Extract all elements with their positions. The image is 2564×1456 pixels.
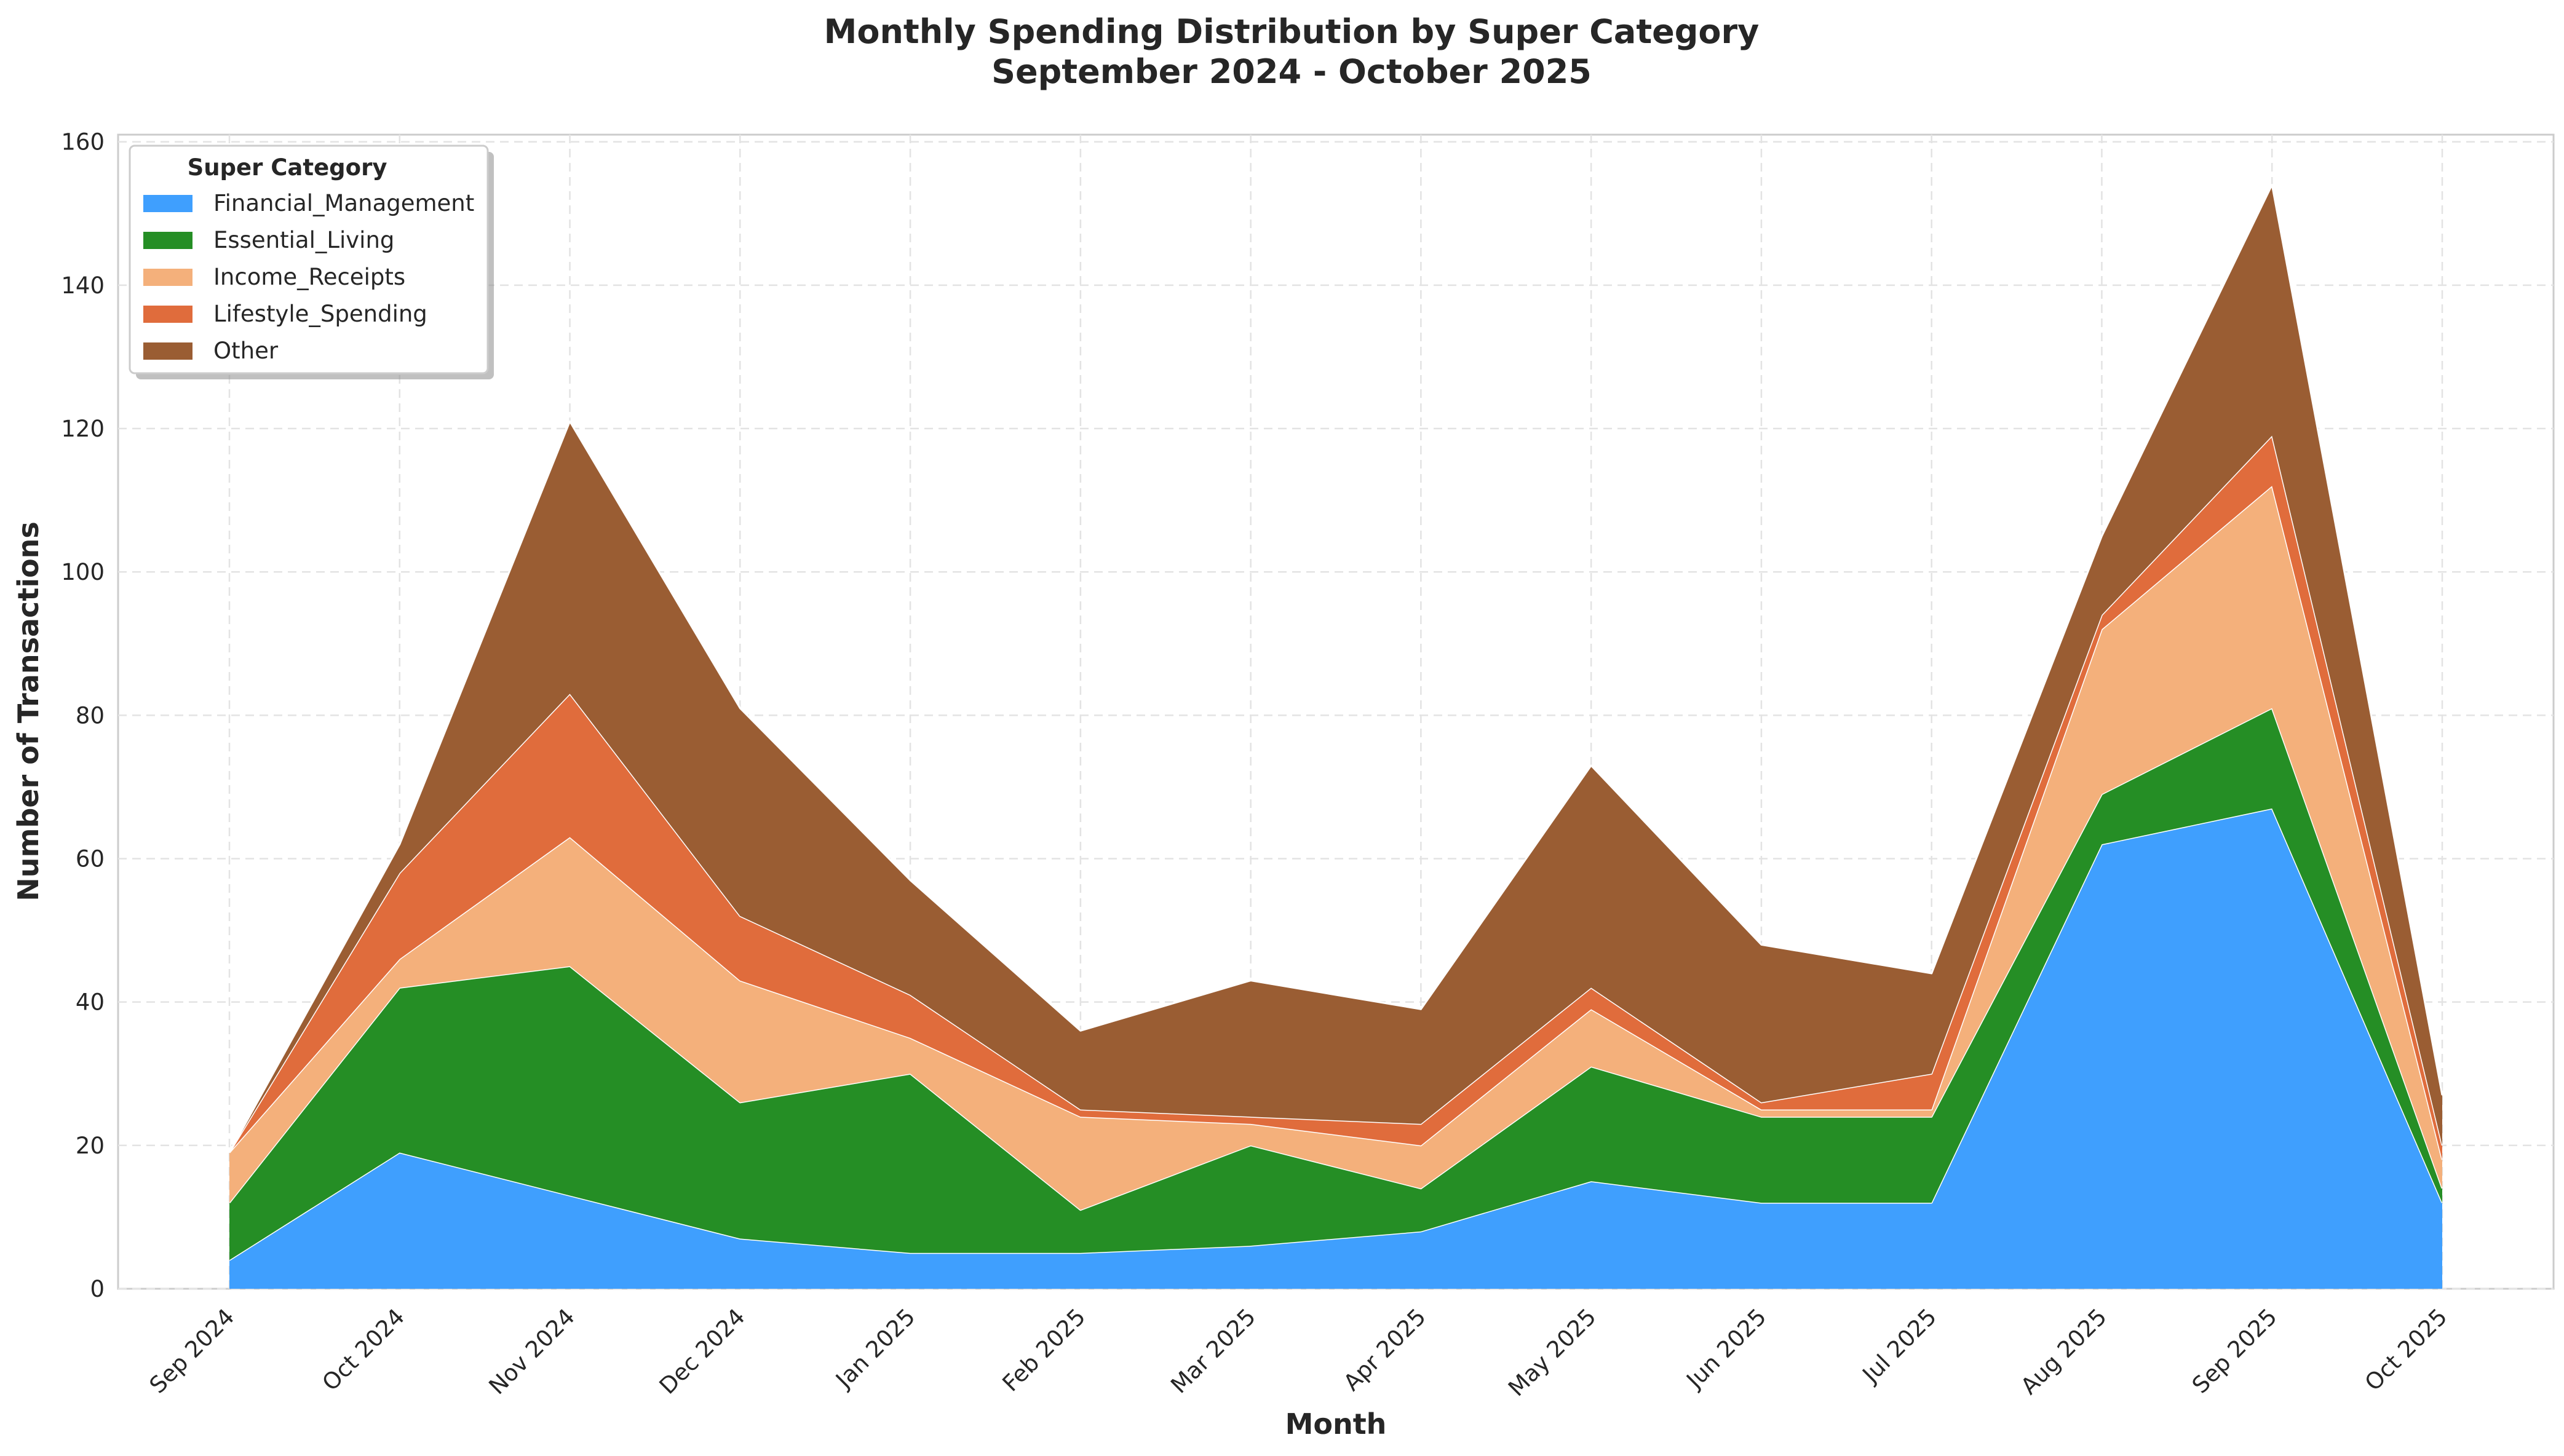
legend-label-financial-management: Financial_Management (213, 190, 474, 216)
y-tick-label: 120 (61, 416, 105, 442)
legend-label-essential-living: Essential_Living (213, 227, 394, 253)
x-tick-label: Aug 2025 (2015, 1304, 2111, 1399)
legend-swatch-financial-management (143, 195, 192, 212)
y-axis-label: Number of Transactions (12, 521, 45, 901)
legend-label-other: Other (213, 338, 279, 364)
area-financial-management (229, 808, 2442, 1289)
x-tick-label: Sep 2024 (145, 1304, 240, 1399)
x-tick-label: Dec 2024 (654, 1304, 750, 1399)
y-tick-label: 40 (76, 989, 105, 1016)
area-series (228, 184, 2443, 1289)
y-tick-label: 160 (61, 129, 105, 156)
legend-label-lifestyle-spending: Lifestyle_Spending (213, 301, 427, 327)
x-tick-label: Oct 2024 (317, 1304, 410, 1396)
chart-title-line-1: Monthly Spending Distribution by Super C… (824, 12, 1760, 51)
area-edge-other (228, 184, 2443, 1153)
x-tick-label: Feb 2025 (998, 1304, 1091, 1397)
legend-swatch-other (143, 342, 192, 360)
legend-swatch-lifestyle-spending (143, 306, 192, 323)
chart-title-line-2: September 2024 - October 2025 (991, 52, 1592, 91)
legend-title: Super Category (188, 154, 387, 181)
y-tick-label: 20 (76, 1133, 105, 1159)
x-tick-label: Nov 2024 (484, 1304, 580, 1399)
area-other (229, 184, 2442, 1153)
legend-label-income-receipts: Income_Receipts (213, 264, 405, 290)
x-tick-label: Oct 2025 (2360, 1304, 2453, 1396)
y-tick-label: 60 (76, 845, 105, 872)
x-tick-label: Mar 2025 (1165, 1304, 1261, 1399)
area-essential-living (229, 708, 2442, 1260)
x-tick-label: May 2025 (1503, 1304, 1601, 1401)
legend-swatch-income-receipts (143, 269, 192, 286)
legend: Super Category Financial_Management Essen… (129, 144, 494, 379)
x-tick-label: Jan 2025 (830, 1304, 920, 1394)
x-tick-label: Jun 2025 (1681, 1304, 1772, 1395)
legend-swatch-essential-living (143, 232, 192, 249)
y-tick-label: 0 (90, 1276, 105, 1302)
y-tick-label: 80 (76, 702, 105, 729)
x-tick-label: Sep 2025 (2187, 1304, 2282, 1399)
x-tick-label: Jul 2025 (1857, 1304, 1942, 1388)
y-tick-label: 140 (61, 272, 105, 299)
legend-box (129, 144, 489, 374)
area-lifestyle-spending (229, 435, 2442, 1160)
x-tick-label: Apr 2025 (1338, 1304, 1431, 1396)
area-income-receipts (229, 486, 2442, 1210)
y-tick-label: 100 (61, 559, 105, 585)
x-axis-label: Month (1285, 1407, 1387, 1441)
